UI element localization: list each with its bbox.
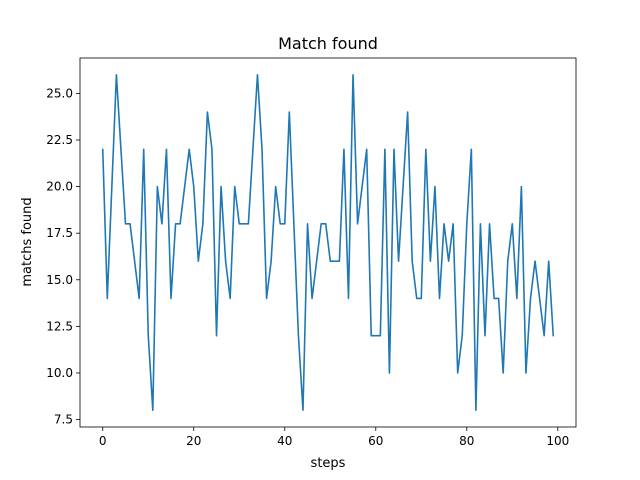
y-tick-label: 15.0 — [46, 273, 73, 287]
x-tick-label: 20 — [186, 434, 201, 448]
series-line — [101, 73, 555, 412]
chart-title: Match found — [278, 34, 378, 53]
y-tick-label: 17.5 — [46, 226, 73, 240]
y-tick-label: 12.5 — [46, 319, 73, 333]
y-axis-label: matchs found — [20, 197, 35, 286]
y-tick-label: 7.5 — [54, 413, 73, 427]
y-tick-label: 22.5 — [46, 133, 73, 147]
y-tick-label: 10.0 — [46, 366, 73, 380]
x-tick-label: 100 — [546, 434, 569, 448]
plot-frame — [79, 57, 577, 428]
x-tick-label: 80 — [459, 434, 474, 448]
y-tick-label: 25.0 — [46, 86, 73, 100]
x-tick-label: 40 — [277, 434, 292, 448]
series-layer — [101, 73, 555, 412]
ticks-layer: 0 20 40 60 80 100 7.5 10.0 12.5 15.0 17.5 20.0 22.5 2… — [46, 86, 569, 448]
x-tick-label: 60 — [368, 434, 383, 448]
x-axis-label: steps — [311, 456, 346, 471]
y-tick-label: 20.0 — [46, 180, 73, 194]
x-tick-label: 0 — [99, 434, 107, 448]
